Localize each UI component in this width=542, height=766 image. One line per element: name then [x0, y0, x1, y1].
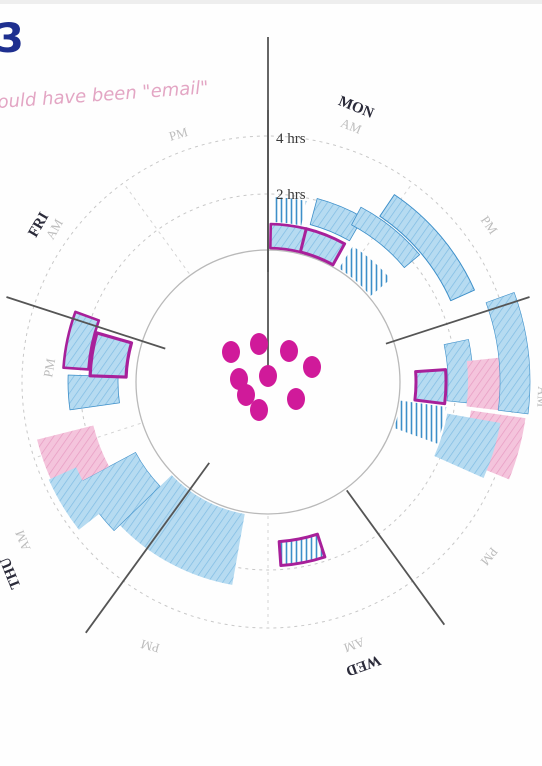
mon-pm-label: PM — [167, 124, 190, 144]
center-dot — [259, 365, 277, 387]
day-label-mon: MON — [336, 93, 376, 122]
tue-am-label: AM — [534, 386, 542, 408]
axis-fri — [6, 296, 166, 350]
activity-segment — [62, 310, 101, 371]
activity-segment — [37, 425, 110, 494]
corner-mark: 3 — [0, 16, 24, 62]
activity-segment — [351, 206, 421, 268]
activity-segment — [298, 227, 347, 267]
center-dot — [237, 384, 255, 406]
activity-segment — [67, 374, 120, 411]
activity-segment — [466, 357, 501, 411]
wed-am-label: AM — [341, 634, 366, 655]
wed-pm-label: PM — [477, 545, 501, 569]
day-label-thu: THU — [0, 555, 24, 591]
day-axes — [6, 37, 530, 634]
mon-am-label: AM — [339, 115, 364, 137]
activity-segment — [443, 339, 474, 404]
center-dots — [222, 333, 321, 421]
axis-wed — [346, 489, 446, 626]
handwritten-note: ould have been "email" — [0, 77, 209, 113]
activity-segment — [393, 400, 447, 444]
center-dot — [250, 333, 268, 355]
activity-segment — [273, 197, 307, 226]
thu-am-label: AM — [12, 528, 34, 553]
activity-segment — [485, 292, 531, 415]
center-dot — [303, 356, 321, 378]
activity-segment — [339, 246, 391, 296]
activity-segment — [309, 198, 364, 242]
center-dot — [250, 399, 268, 421]
activity-segment — [413, 368, 448, 406]
axis-thu — [85, 462, 210, 634]
scale-label-2hrs: 2 hrs — [276, 187, 306, 203]
top-edge — [0, 0, 542, 4]
tue-pm-label: PM — [478, 213, 501, 237]
center-dot — [280, 340, 298, 362]
activity-segment — [277, 532, 327, 568]
thu-pm-label: PM — [139, 637, 161, 656]
activity-segment — [88, 331, 134, 379]
activity-segment — [434, 413, 501, 478]
activity-segment — [48, 467, 103, 530]
activity-segment — [119, 475, 245, 585]
axis-tue — [385, 296, 530, 345]
center-dot — [222, 341, 240, 363]
activity-segment — [379, 194, 475, 302]
activity-segments — [37, 194, 531, 585]
center-dot — [287, 388, 305, 410]
scale-label-4hrs: 4 hrs — [276, 131, 306, 147]
fri-pm-label: PM — [40, 357, 58, 379]
half-day-divider — [123, 182, 190, 274]
